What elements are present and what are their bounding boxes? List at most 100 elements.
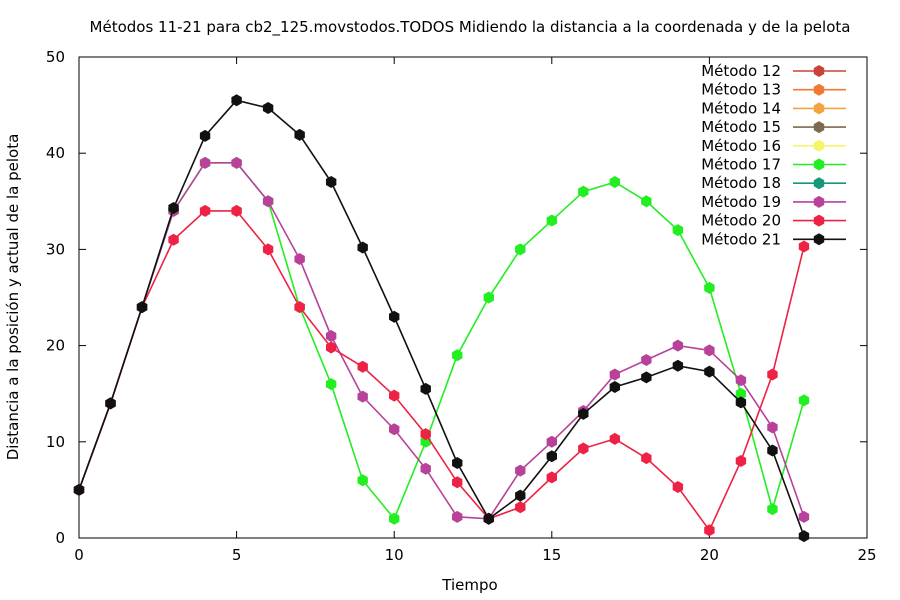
data-point [767,368,778,381]
data-point [389,310,400,323]
data-point [231,204,242,217]
data-point [735,387,747,400]
data-point [704,365,715,378]
data-point [357,390,368,403]
data-point [704,344,715,357]
data-point [515,464,526,477]
series-line [78,210,805,532]
data-point [105,397,116,410]
data-point [578,185,589,198]
data-point [357,360,368,373]
x-tick-label: 10 [385,546,404,564]
series-6 [73,156,810,525]
data-point [546,450,557,463]
data-point [199,156,211,169]
y-tick-label: 0 [55,529,65,547]
y-axis-title: Distancia a la posición y actual de la p… [4,134,22,461]
data-point [735,374,747,387]
data-point [672,224,684,237]
series-10 [73,94,810,543]
data-point [452,510,463,523]
data-point [798,530,810,543]
series-8 [73,156,810,525]
legend-label: Método 12 [701,62,781,80]
legend-label: Método 18 [701,174,781,192]
legend-entry: Método 21 [701,230,846,248]
data-point [199,204,211,217]
data-point [420,428,431,441]
series-line [78,162,805,520]
data-point [578,442,589,455]
legend-marker [813,177,825,190]
data-point [325,341,337,354]
legend-label: Método 15 [701,118,781,136]
legend-label: Método 20 [701,212,781,230]
series-line [78,162,805,521]
data-point [609,368,621,381]
data-point [452,456,463,469]
legend-marker [813,195,825,208]
legend-label: Método 14 [701,99,781,117]
data-point [641,452,652,465]
legend-label: Método 16 [701,137,781,155]
data-point [546,214,557,227]
x-tick-label: 15 [542,546,561,564]
legend-entry: Método 18 [701,174,846,192]
data-point [735,455,747,468]
data-point [767,503,778,516]
y-tick-label: 40 [46,144,65,162]
legend-label: Método 19 [701,193,781,211]
data-point [578,407,589,420]
series-layer [73,94,810,543]
axis-ticks: 0 5 10 15 20 25 0 10 20 30 40 50 [46,48,877,564]
plot-area [78,56,868,539]
data-point [798,394,810,407]
data-point [609,176,621,189]
legend-label: Método 17 [701,156,781,174]
data-point [672,339,684,352]
y-tick-label: 10 [46,433,65,451]
legend-marker [813,233,825,246]
data-point [325,329,337,342]
legend-entry: Método 14 [701,99,846,117]
legend-entry: Método 12 [701,62,846,80]
legend-label: Método 13 [701,81,781,99]
y-tick-label: 30 [46,240,65,258]
legend-label: Método 21 [701,230,781,248]
data-point [483,291,494,304]
data-point [452,476,463,489]
data-point [199,129,211,142]
data-point [672,481,684,494]
data-point [483,512,494,525]
data-point [262,195,274,208]
data-point [420,382,431,395]
data-point [389,423,400,436]
chart-title: Métodos 11-21 para cb2_125.movstodos.TOD… [90,18,851,37]
legend-entry: Método 19 [701,193,846,211]
data-point [704,524,715,537]
legend-marker [813,102,825,115]
data-point [136,301,148,314]
data-point [420,462,431,475]
x-tick-label: 20 [700,546,719,564]
data-point [294,128,305,141]
legend-entry: Método 13 [701,81,846,99]
data-point [231,94,242,107]
data-point [641,371,652,384]
data-point [798,240,810,253]
data-point [389,512,400,525]
legend-entry: Método 20 [701,212,846,230]
data-point [168,233,179,246]
data-point [672,359,684,372]
legend-entry: Método 15 [701,118,846,136]
data-point [294,253,305,266]
series-9 [73,204,810,537]
legend-marker [813,83,825,96]
series-line [78,99,805,537]
data-point [515,489,526,502]
data-point [641,195,652,208]
data-point [357,474,368,487]
data-point [389,389,400,402]
data-point [546,435,557,448]
